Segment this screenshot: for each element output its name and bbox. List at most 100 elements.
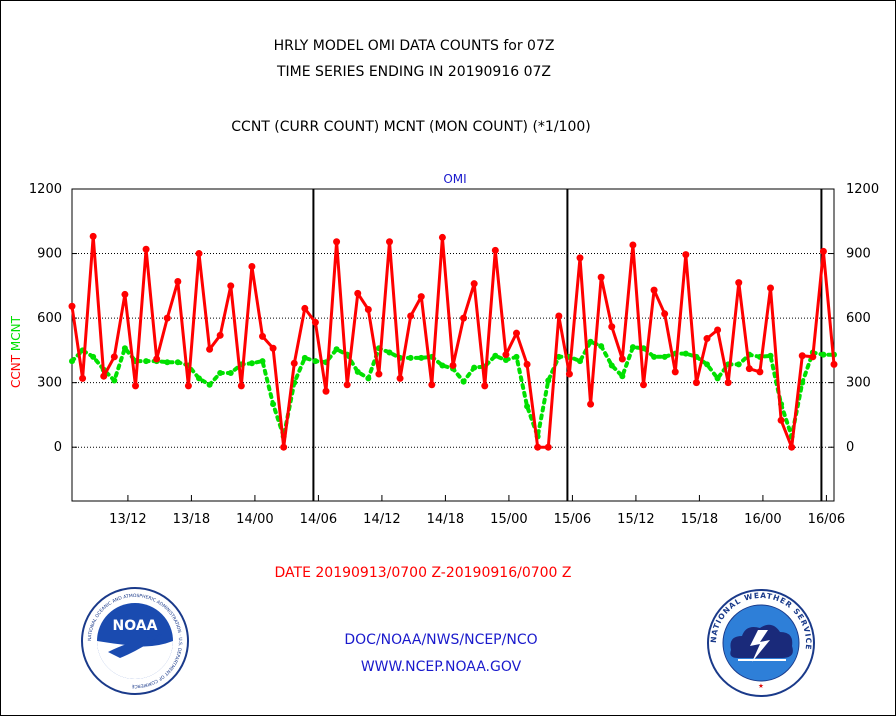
y-tick-label-right: 1200: [846, 182, 879, 197]
data-point-mcnt: [111, 377, 118, 384]
data-point-ccnt: [544, 443, 552, 451]
data-point-ccnt: [682, 251, 690, 259]
data-point-ccnt: [343, 381, 351, 389]
data-point-mcnt: [301, 354, 308, 361]
data-point-ccnt: [163, 314, 171, 322]
x-tick-label: 14/00: [236, 512, 273, 527]
data-point-mcnt: [577, 358, 583, 365]
data-point-mcnt: [333, 346, 340, 353]
data-point-mcnt: [608, 362, 615, 369]
data-point-ccnt: [132, 382, 139, 390]
data-point-ccnt: [110, 353, 118, 361]
data-point-mcnt: [439, 362, 446, 369]
data-point-ccnt: [280, 443, 288, 451]
data-point-ccnt: [724, 379, 732, 387]
data-point-ccnt: [703, 335, 711, 343]
data-point-ccnt: [534, 443, 542, 451]
data-point-mcnt: [164, 359, 171, 366]
data-point-ccnt: [89, 232, 97, 240]
data-point-ccnt: [100, 372, 108, 380]
data-point-ccnt: [407, 312, 415, 320]
x-tick-label: 15/00: [490, 512, 527, 527]
y-tick-label-right: 0: [846, 440, 854, 455]
y-tick-label-left: 600: [37, 311, 62, 326]
data-point-ccnt: [735, 279, 743, 287]
data-point-mcnt: [545, 377, 552, 384]
data-point-mcnt: [629, 344, 636, 351]
page-title: HRLY MODEL OMI DATA COUNTS for 07Z: [273, 38, 555, 54]
org-label: DOC/NOAA/NWS/NCEP/NCO: [344, 632, 538, 648]
data-point-mcnt: [196, 375, 202, 382]
data-point-mcnt: [682, 350, 689, 357]
data-point-mcnt: [598, 343, 605, 350]
data-point-mcnt: [69, 358, 75, 365]
data-point-ccnt: [481, 382, 489, 390]
data-point-ccnt: [259, 332, 266, 340]
data-point-mcnt: [767, 352, 774, 359]
data-point-ccnt: [597, 273, 605, 281]
x-tick-label: 16/06: [808, 512, 845, 527]
data-point-ccnt: [153, 355, 161, 363]
data-point-ccnt: [502, 351, 510, 359]
x-tick-label: 15/18: [681, 512, 718, 527]
data-point-ccnt: [322, 387, 330, 395]
y-tick-label-left: 1200: [29, 182, 62, 197]
data-point-ccnt: [745, 365, 753, 373]
x-tick-label: 14/06: [300, 512, 337, 527]
data-point-ccnt: [386, 238, 393, 246]
y-tick-label-right: 900: [846, 247, 871, 262]
data-point-ccnt: [629, 241, 637, 249]
data-point-ccnt: [523, 360, 531, 368]
data-point-ccnt: [248, 262, 256, 270]
data-point-ccnt: [237, 382, 245, 390]
data-point-ccnt: [819, 247, 827, 255]
data-point-ccnt: [79, 374, 87, 382]
data-point-ccnt: [227, 282, 235, 290]
data-point-ccnt: [460, 314, 468, 322]
data-point-ccnt: [470, 280, 478, 288]
data-point-ccnt: [491, 246, 499, 254]
data-point-ccnt: [671, 368, 679, 376]
data-point-ccnt: [121, 290, 129, 298]
data-point-ccnt: [650, 286, 658, 294]
data-point-ccnt: [661, 310, 669, 318]
data-point-ccnt: [269, 344, 277, 352]
data-point-mcnt: [820, 351, 827, 358]
plot-frame: [71, 188, 835, 502]
data-point-mcnt: [460, 378, 467, 385]
data-point-ccnt: [428, 381, 436, 389]
y-tick-label-right: 300: [846, 376, 871, 391]
data-point-ccnt: [396, 374, 404, 382]
data-point-ccnt: [174, 278, 182, 286]
data-point-mcnt: [418, 354, 425, 361]
data-point-ccnt: [354, 289, 362, 297]
x-tick-label: 13/12: [109, 512, 146, 527]
data-point-ccnt: [565, 370, 573, 378]
data-point-ccnt: [767, 284, 774, 292]
y-tick-label-right: 600: [846, 311, 871, 326]
data-point-ccnt: [777, 416, 785, 424]
data-point-ccnt: [364, 305, 372, 313]
data-point-mcnt: [227, 369, 234, 376]
data-point-ccnt: [576, 254, 584, 262]
data-point-ccnt: [195, 250, 203, 258]
y-axis-label: CCNT MCNT: [9, 315, 23, 388]
data-point-mcnt: [365, 375, 372, 382]
data-point-ccnt: [587, 400, 595, 408]
data-point-mcnt: [259, 358, 266, 365]
data-point-ccnt: [417, 293, 425, 301]
data-point-ccnt: [301, 304, 309, 312]
data-point-ccnt: [798, 352, 806, 360]
data-point-ccnt: [290, 359, 298, 367]
data-point-mcnt: [143, 358, 150, 365]
data-point-ccnt: [333, 238, 341, 246]
data-point-mcnt: [270, 401, 277, 408]
data-point-ccnt: [756, 368, 764, 376]
data-point-ccnt: [809, 353, 817, 361]
data-point-ccnt: [438, 233, 446, 241]
data-point-mcnt: [502, 357, 509, 364]
data-point-ccnt: [618, 355, 626, 363]
data-point-ccnt: [788, 443, 796, 451]
data-point-mcnt: [555, 353, 562, 360]
